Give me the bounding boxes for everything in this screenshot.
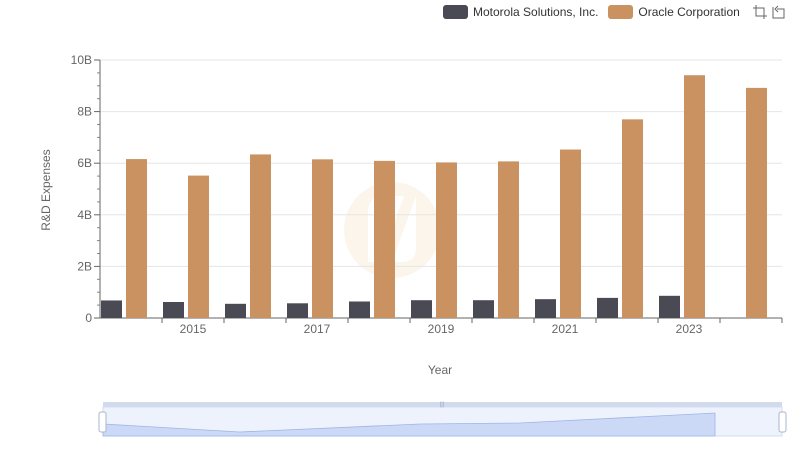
legend-item-oracle[interactable]: Oracle Corporation [608, 5, 740, 19]
x-tick-label: 2019 [428, 322, 455, 336]
data-zoom-preview-area [102, 412, 716, 437]
bar-oracle[interactable] [126, 159, 147, 318]
data-zoom-top-bar[interactable] [103, 402, 782, 407]
y-tick-label: 4B [77, 208, 92, 222]
y-tick-label: 10B [71, 53, 92, 67]
bar-motorola[interactable] [101, 300, 122, 318]
data-zoom-slider[interactable]: ||| [98, 402, 787, 437]
legend-label-motorola: Motorola Solutions, Inc. [473, 5, 599, 19]
y-tick-label: 8B [77, 105, 92, 119]
legend-item-motorola[interactable]: Motorola Solutions, Inc. [443, 5, 598, 19]
bar-oracle[interactable] [188, 175, 209, 318]
bar-motorola[interactable] [535, 299, 556, 318]
y-tick-label: 2B [77, 259, 92, 273]
bar-oracle[interactable] [684, 75, 705, 318]
bar-motorola[interactable] [287, 303, 308, 318]
bar-motorola[interactable] [225, 303, 246, 318]
bar-oracle[interactable] [250, 154, 271, 318]
data-zoom-right-handle[interactable] [778, 411, 787, 433]
x-tick-label: 2015 [180, 322, 207, 336]
restore-icon[interactable] [770, 4, 786, 20]
data-zoom-grip-icon: ||| [440, 402, 445, 408]
x-tick-label: 2023 [676, 322, 703, 336]
y-axis: 0 2B 4B 6B 8B 10B [71, 53, 101, 325]
bar-oracle[interactable] [436, 162, 457, 318]
data-zoom-left-handle[interactable] [98, 411, 107, 433]
bar-motorola[interactable] [659, 295, 680, 318]
zoom-icon[interactable] [752, 4, 768, 20]
legend-swatch-motorola [443, 5, 468, 19]
bar-motorola[interactable] [597, 297, 618, 318]
bar-motorola[interactable] [349, 301, 370, 318]
x-axis: 2015 2017 2019 2021 2023 [100, 317, 783, 336]
legend-swatch-oracle [608, 5, 634, 19]
bar-oracle[interactable] [312, 159, 333, 318]
y-axis-label: R&D Expenses [39, 149, 53, 230]
toolbox [750, 4, 786, 20]
legend-label-oracle: Oracle Corporation [638, 5, 740, 19]
bar-oracle[interactable] [560, 149, 581, 318]
bar-oracle[interactable] [374, 160, 395, 318]
x-tick-label: 2017 [304, 322, 331, 336]
y-tick-label: 0 [85, 311, 92, 325]
bar-series[interactable] [101, 75, 767, 318]
bar-motorola[interactable] [473, 300, 494, 318]
x-tick-label: 2021 [552, 322, 579, 336]
bar-oracle[interactable] [498, 161, 519, 318]
bar-oracle[interactable] [746, 87, 767, 318]
bar-motorola[interactable] [163, 302, 184, 318]
legend: Motorola Solutions, Inc. Oracle Corporat… [443, 4, 786, 20]
x-axis-label: Year [428, 363, 452, 377]
bar-motorola[interactable] [411, 300, 432, 318]
bar-oracle[interactable] [622, 119, 643, 318]
y-tick-label: 6B [77, 156, 92, 170]
